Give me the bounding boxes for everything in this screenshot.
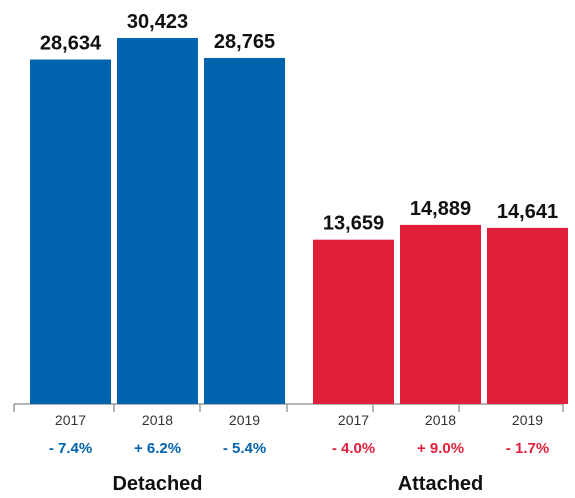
attached-value-label-2017: 13,659 [323,213,384,235]
attached-group-label: Attached [398,473,484,495]
attached-year-label-2019: 2019 [512,412,543,428]
detached-change-label-2018: + 6.2% [134,440,181,457]
attached-bar-2017 [313,239,394,404]
attached-change-label-2017: - 4.0% [332,440,375,457]
detached-value-label-2018: 30,423 [127,11,188,33]
detached-group-label: Detached [112,473,202,495]
attached-change-label-2019: - 1.7% [506,440,549,457]
detached-value-label-2017: 28,634 [40,33,102,55]
attached-bar-2018 [400,224,481,404]
detached-bar-2018 [117,38,198,404]
attached-year-label-2018: 2018 [425,412,456,428]
detached-value-label-2019: 28,765 [214,31,275,53]
detached-change-label-2017: - 7.4% [49,440,92,457]
attached-value-label-2019: 14,641 [497,201,558,223]
detached-year-label-2019: 2019 [229,412,260,428]
detached-year-label-2017: 2017 [55,412,86,428]
attached-change-label-2018: + 9.0% [417,440,464,457]
detached-change-label-2019: - 5.4% [223,440,266,457]
attached-bar-2019 [487,227,568,404]
attached-year-label-2017: 2017 [338,412,369,428]
detached-bar-2017 [30,59,111,404]
detached-bar-2019 [204,57,285,405]
detached-year-label-2018: 2018 [142,412,173,428]
attached-value-label-2018: 14,889 [410,198,471,220]
